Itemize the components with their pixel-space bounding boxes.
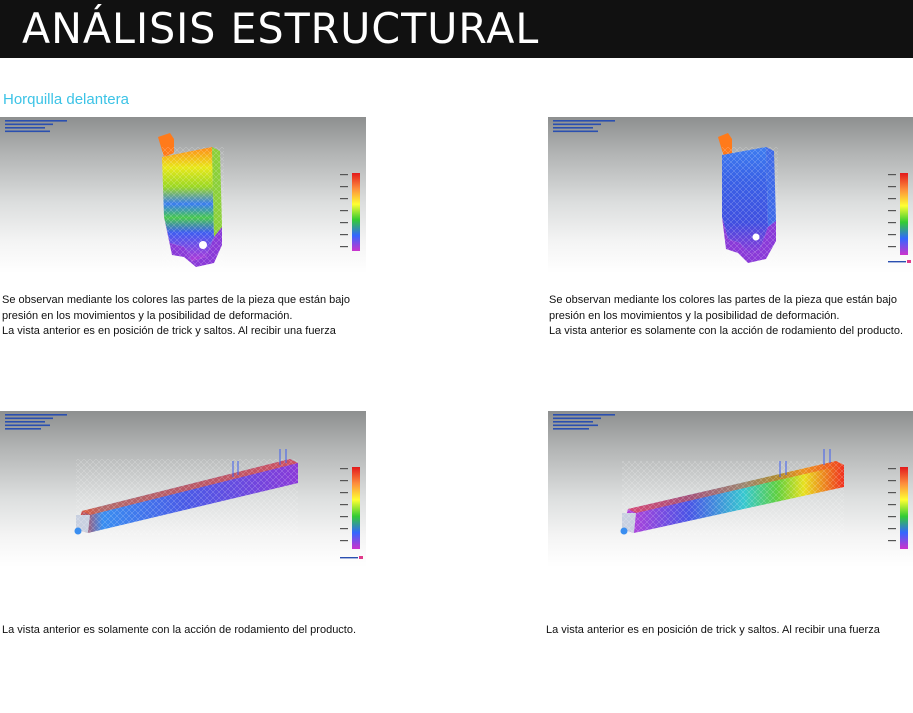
fea-image-fork-trick xyxy=(0,117,366,273)
page-title: ANÁLISIS ESTRUCTURAL xyxy=(22,4,540,53)
fork-model xyxy=(158,133,224,269)
color-legend xyxy=(888,467,908,549)
info-text-lines xyxy=(553,414,615,430)
caption-line: La vista anterior es solamente con la ac… xyxy=(2,624,357,636)
figure-caption-3: La vista anterior es solamente con la ac… xyxy=(2,623,356,639)
figure-caption-1: Se observan mediante los colores las par… xyxy=(2,293,350,340)
fork-model xyxy=(718,133,778,265)
caption-line: Se observan mediante los colores las par… xyxy=(549,294,897,306)
fea-image-arm-trick xyxy=(548,411,913,567)
arm-model xyxy=(620,449,844,535)
arm-model xyxy=(74,449,298,535)
fea-image-arm-rolling xyxy=(0,411,366,567)
caption-line: Se observan mediante los colores las par… xyxy=(2,294,350,306)
color-legend xyxy=(888,173,911,263)
info-text-lines xyxy=(553,120,615,133)
caption-line: presión en los movimientos y la posibili… xyxy=(549,309,840,322)
fea-image-fork-rolling xyxy=(548,117,913,273)
caption-line: La vista anterior es en posición de tric… xyxy=(2,325,336,337)
figure-caption-4: La vista anterior es en posición de tric… xyxy=(546,623,880,639)
color-legend xyxy=(340,467,363,559)
color-legend xyxy=(340,173,360,251)
caption-line: La vista anterior es solamente con la ac… xyxy=(549,325,904,337)
info-text-lines xyxy=(5,414,67,430)
caption-line: presión en los movimientos y la posibili… xyxy=(2,309,293,322)
figure-caption-2: Se observan mediante los colores las par… xyxy=(549,293,903,340)
info-text-lines xyxy=(5,120,67,133)
section-subtitle: Horquilla delantera xyxy=(3,91,129,108)
caption-line: La vista anterior es en posición de tric… xyxy=(546,624,880,636)
title-bar: ANÁLISIS ESTRUCTURAL xyxy=(0,0,913,58)
